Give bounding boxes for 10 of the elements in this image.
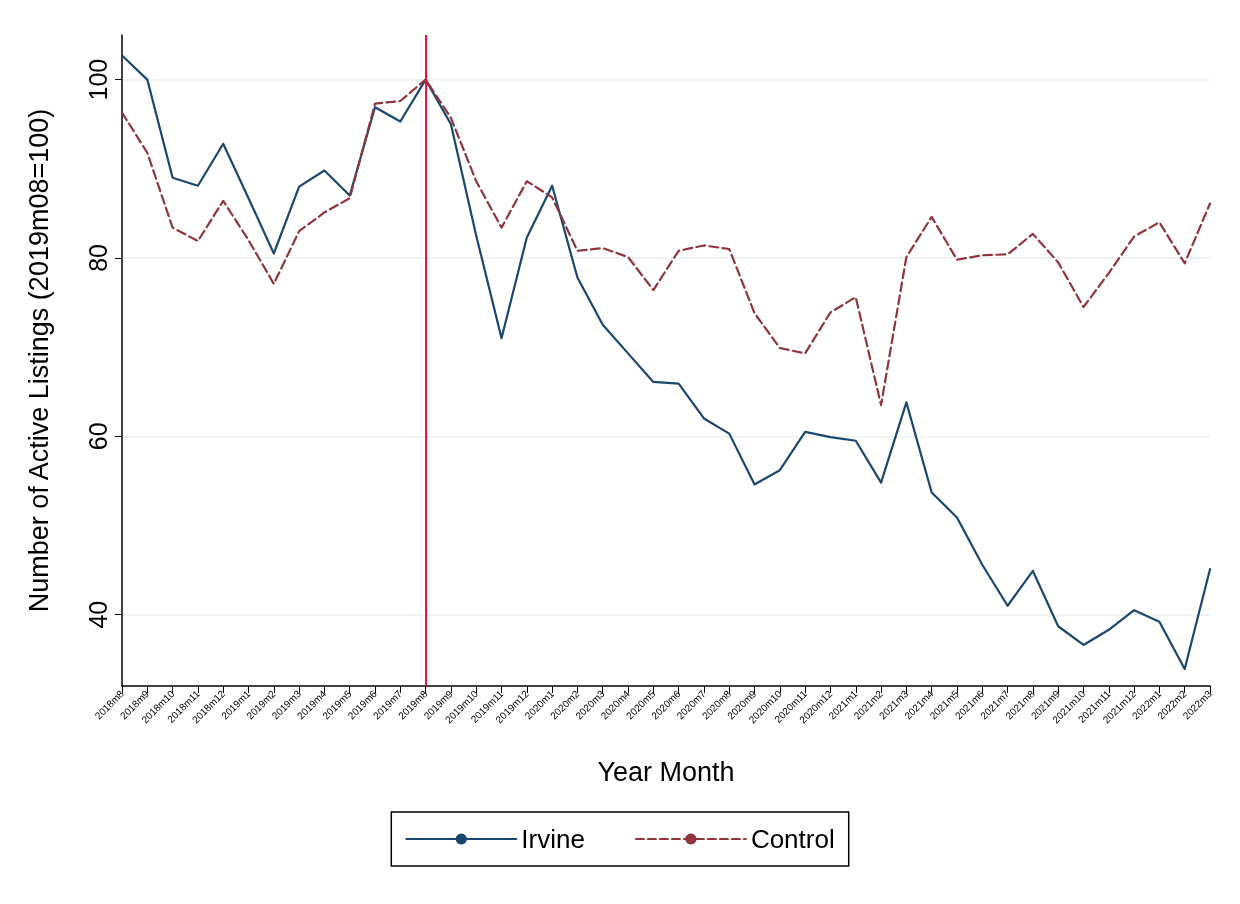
y-tick-label: 100 [83,58,112,101]
y-tick-label: 80 [83,244,112,272]
y-tick-label: 60 [83,422,112,451]
line-series [120,54,1212,671]
legend-label: Irvine [521,824,585,854]
x-axis-title: Year Month [597,756,735,787]
legend-label: Control [750,824,835,854]
y-tick-label: 40 [83,600,112,629]
y-axis-title: Number of Active Listings (2019m08=100) [23,108,54,613]
line-series [120,78,1212,407]
